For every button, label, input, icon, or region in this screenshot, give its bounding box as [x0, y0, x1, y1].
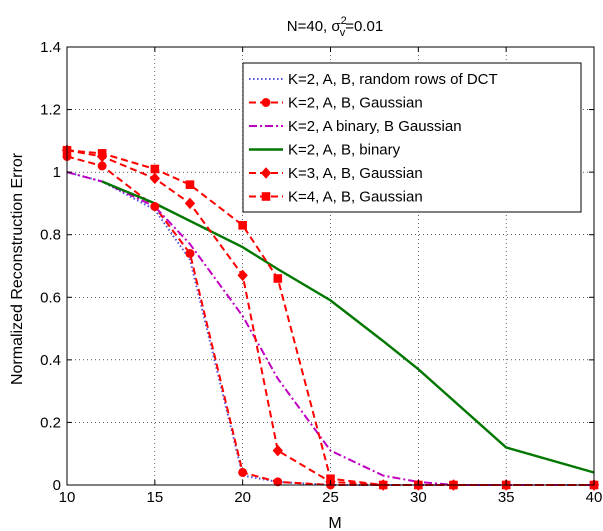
data-point — [273, 477, 283, 487]
data-point — [261, 192, 271, 201]
title-sub: v — [340, 27, 346, 39]
legend-label: K=3, A, B, Gaussian — [288, 165, 423, 182]
legend-box — [242, 62, 582, 213]
y-tick-labels: 0 0.2 0.4 0.6 0.8 1 1.2 1.4 — [40, 39, 61, 494]
data-point — [238, 467, 248, 477]
series-line-4 — [101, 180, 595, 474]
y-tick-label: 0.4 — [40, 352, 61, 369]
y-tick-label: 0.2 — [40, 414, 61, 431]
legend-item: K=2, A binary, B Gaussian — [249, 118, 462, 135]
title-suffix: =0.01 — [345, 18, 383, 35]
data-point — [261, 98, 271, 107]
title-prefix: N=40, σ — [287, 18, 342, 35]
x-tick-label: 25 — [322, 489, 339, 506]
legend-label: K=4, A, B, Gaussian — [288, 189, 423, 206]
legend-label: K=2, A, B, binary — [288, 142, 401, 159]
x-tick-labels: 10 15 20 25 30 35 40 — [59, 489, 603, 506]
axis-ticks — [66, 46, 595, 486]
data-point — [260, 167, 272, 179]
legend-item: K=4, A, B, Gaussian — [249, 189, 423, 206]
x-axis-label: M — [328, 515, 341, 531]
y-tick-label: 1.2 — [40, 102, 61, 119]
data-point — [97, 149, 107, 158]
x-tick-label: 10 — [59, 489, 76, 506]
legend-item: K=3, A, B, Gaussian — [249, 165, 423, 182]
data-point — [184, 197, 196, 210]
legend-label: K=2, A, B, Gaussian — [288, 95, 423, 112]
x-tick-label: 20 — [234, 489, 251, 506]
y-tick-label: 0.6 — [40, 289, 61, 306]
data-point — [185, 248, 195, 258]
x-tick-label: 35 — [498, 489, 515, 506]
data-point — [185, 180, 195, 189]
legend-item: K=2, A, B, binary — [249, 142, 401, 159]
legend-item: K=2, A, B, Gaussian — [249, 95, 423, 112]
data-point — [97, 161, 107, 171]
legend-item: K=2, A, B, random rows of DCT — [249, 71, 498, 88]
data-point — [237, 269, 248, 282]
title-sup: 2 — [341, 15, 347, 27]
x-tick-label: 40 — [586, 489, 603, 506]
data-point — [150, 164, 160, 174]
data-point — [238, 221, 247, 230]
chart-title: N=40, σ2 v=0.01 — [287, 15, 383, 39]
data-point — [149, 172, 161, 185]
legend-label: K=2, A, B, random rows of DCT — [288, 71, 498, 88]
data-point — [150, 202, 160, 212]
y-tick-label: 1.4 — [40, 39, 61, 56]
data-point — [272, 444, 283, 457]
y-tick-label: 0 — [53, 477, 61, 494]
y-axis-label: Normalized Reconstruction Error — [9, 152, 26, 385]
y-tick-label: 0.8 — [40, 227, 61, 244]
y-tick-label: 1 — [53, 164, 61, 181]
x-tick-label: 15 — [146, 489, 163, 506]
data-point — [273, 274, 283, 283]
legend-label: K=2, A binary, B Gaussian — [288, 118, 462, 135]
x-tick-label: 30 — [410, 489, 427, 506]
legend: K=2, A, B, random rows of DCT K=2, A, B, … — [242, 62, 582, 213]
